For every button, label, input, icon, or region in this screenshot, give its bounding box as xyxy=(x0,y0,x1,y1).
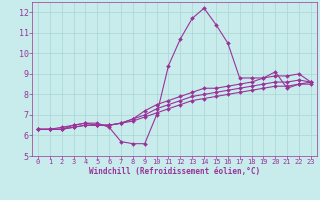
X-axis label: Windchill (Refroidissement éolien,°C): Windchill (Refroidissement éolien,°C) xyxy=(89,167,260,176)
